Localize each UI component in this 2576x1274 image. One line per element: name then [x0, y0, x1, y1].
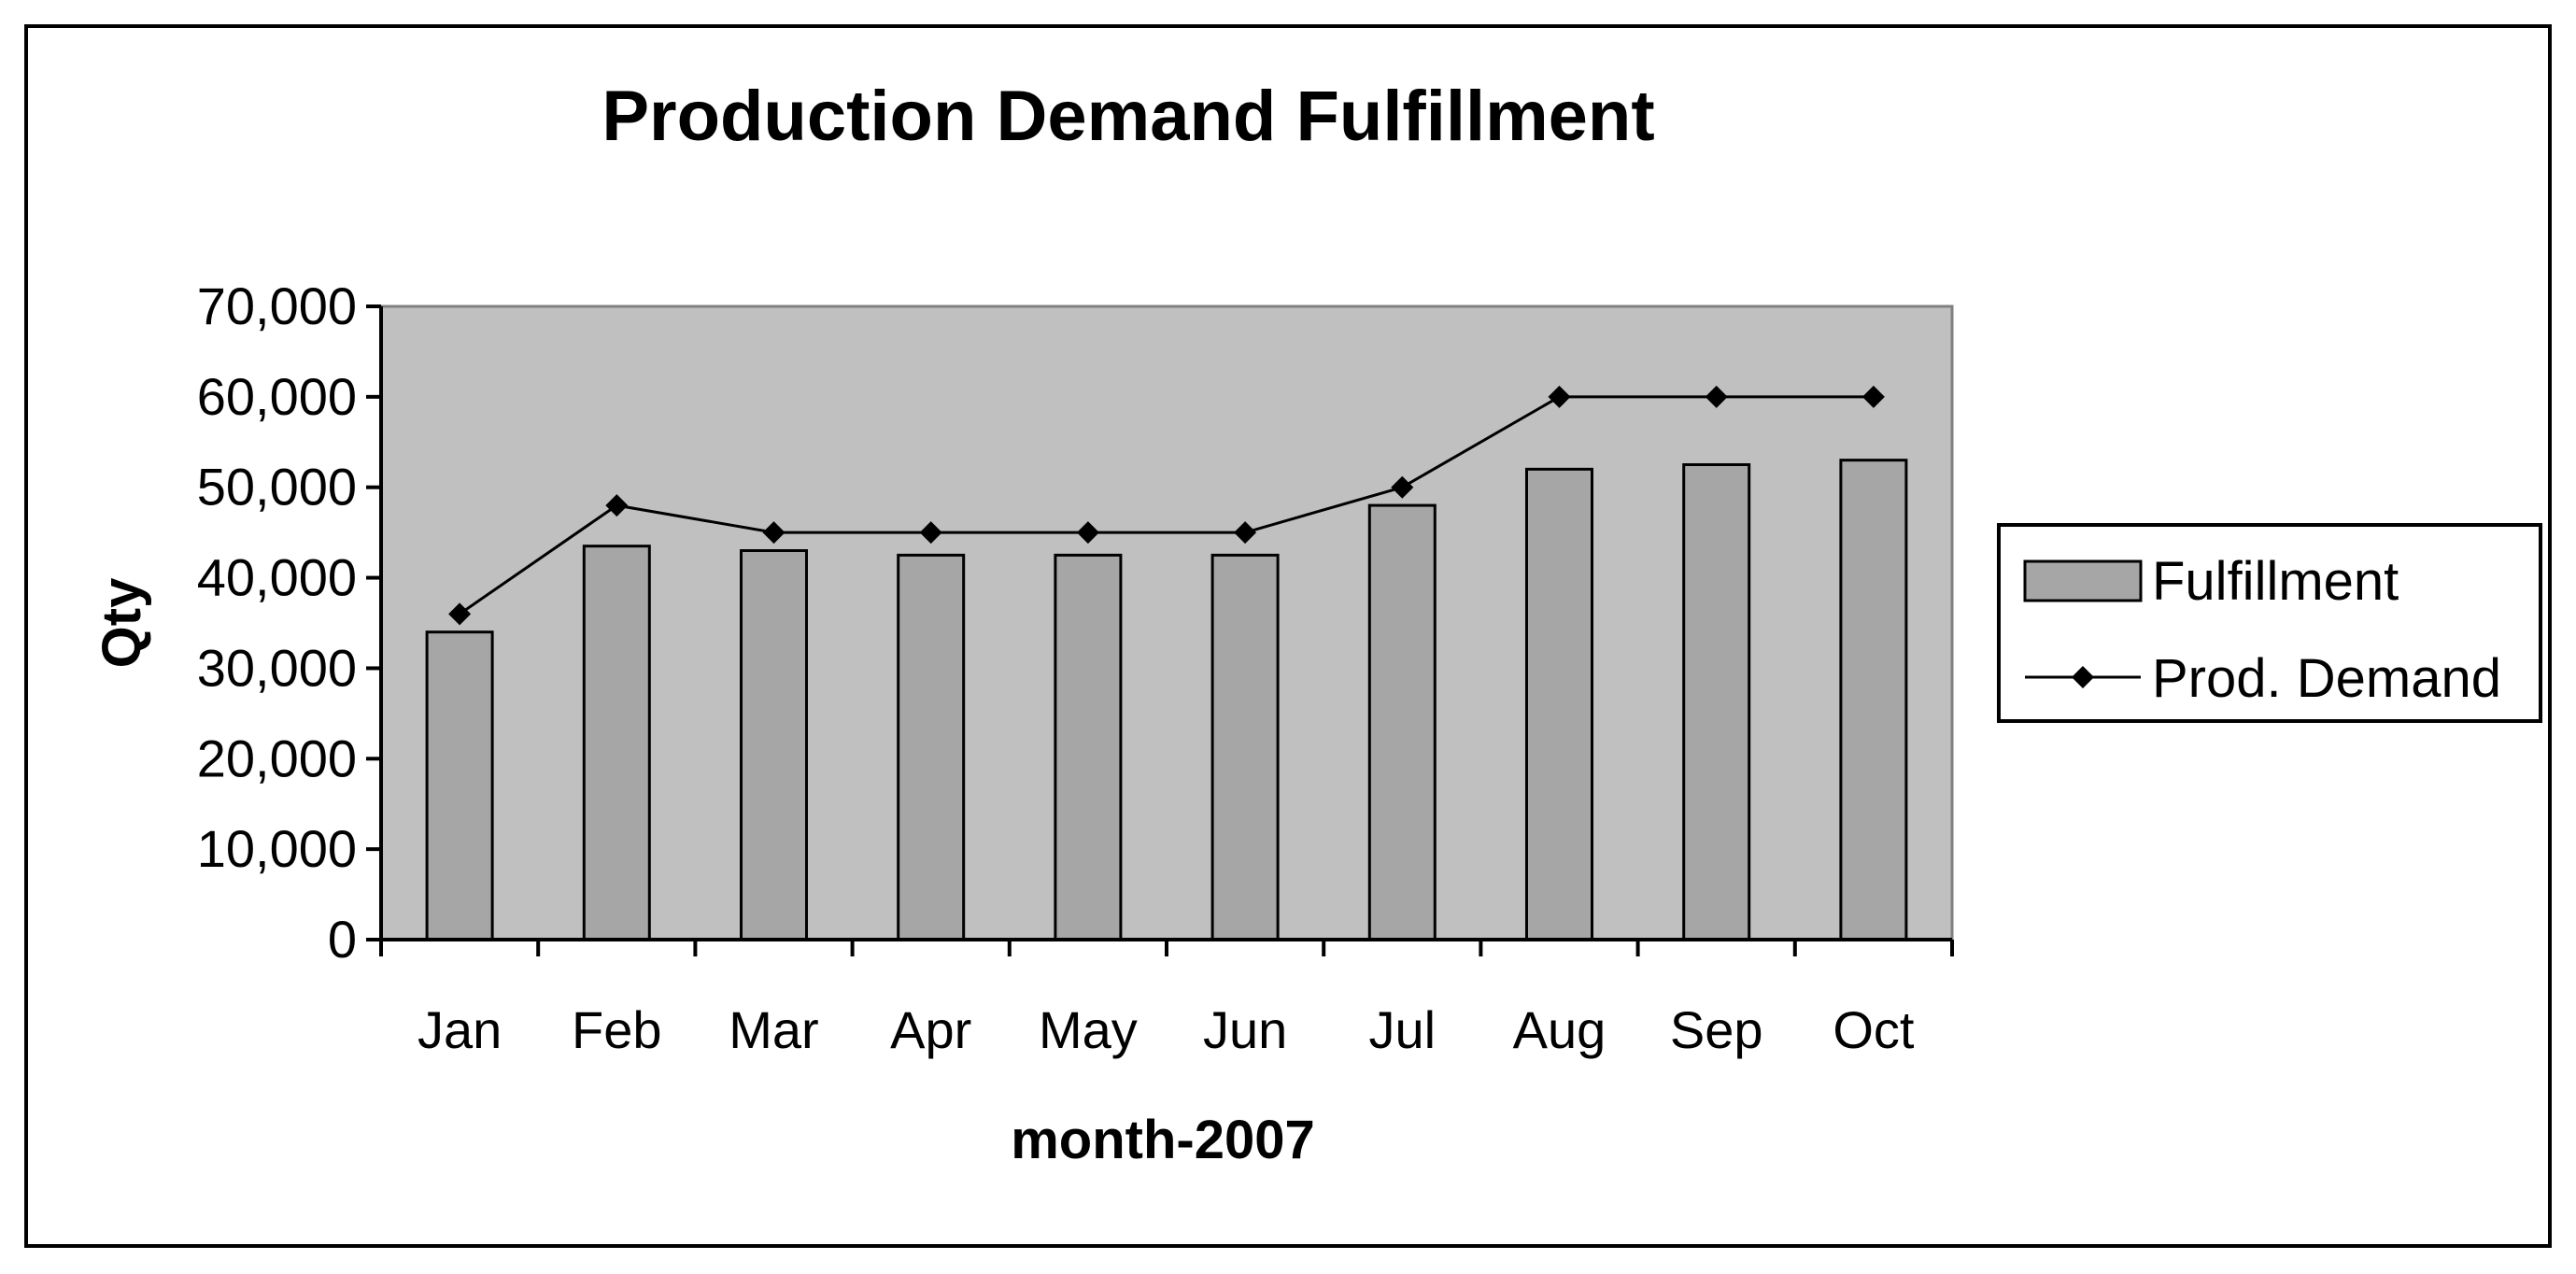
legend-swatch-fulfillment	[2023, 559, 2143, 602]
bar-oct	[1839, 459, 1908, 941]
x-tick-label-oct: Oct	[1833, 1000, 1915, 1059]
demand-marker-apr	[919, 521, 942, 545]
bar-jun	[1210, 553, 1280, 941]
demand-line	[459, 395, 1874, 616]
x-axis-title: month-2007	[1011, 1110, 1315, 1170]
x-tick-label-feb: Feb	[572, 1000, 662, 1059]
y-tick-label: 30,000	[197, 638, 357, 697]
x-tick-label-may: May	[1039, 1000, 1138, 1059]
legend-label-demand: Prod. Demand	[2152, 648, 2501, 709]
y-tick-label: 20,000	[197, 729, 357, 787]
x-tick-label-jul: Jul	[1369, 1000, 1437, 1059]
x-tick-label-sep: Sep	[1670, 1000, 1763, 1059]
bar-may	[1054, 553, 1123, 941]
demand-marker-jun	[1234, 521, 1257, 545]
y-tick-label: 70,000	[197, 276, 357, 335]
demand-marker-feb	[605, 494, 629, 517]
x-tick-label-jun: Jun	[1203, 1000, 1287, 1059]
demand-marker-mar	[762, 521, 786, 545]
demand-marker-may	[1076, 521, 1099, 545]
y-tick-label: 0	[328, 910, 357, 969]
x-tick-label-apr: Apr	[890, 1000, 971, 1059]
legend-marker-demand	[2072, 666, 2094, 688]
axes-group	[366, 304, 1954, 956]
chart-title: Production Demand Fulfillment	[602, 77, 1654, 156]
legend-label-fulfillment: Fulfillment	[2152, 551, 2399, 612]
demand-marker-sep	[1705, 385, 1728, 408]
x-tick-labels: Jan Feb Mar Apr May Jun Jul Aug Sep Oct	[418, 1000, 1915, 1059]
x-tick-label-aug: Aug	[1513, 1000, 1606, 1059]
bar-jul	[1367, 503, 1437, 941]
x-tick-label-mar: Mar	[729, 1000, 818, 1059]
y-tick-label: 60,000	[197, 367, 357, 426]
bar-sep	[1682, 463, 1751, 941]
demand-marker-jul	[1391, 475, 1414, 499]
y-axis-title: Qty	[92, 578, 152, 669]
y-tick-label: 40,000	[197, 548, 357, 607]
bar-jan	[425, 630, 494, 941]
y-tick-label: 50,000	[197, 458, 357, 517]
bar-apr	[897, 553, 966, 941]
y-tick-labels: 0 10,000 20,000 30,000 40,000 50,000 60,000 70,…	[197, 276, 357, 969]
demand-marker-jan	[448, 602, 472, 626]
demand-marker-aug	[1548, 385, 1571, 408]
legend-box	[1997, 523, 2542, 723]
bars-group	[425, 459, 1908, 941]
bar-aug	[1525, 467, 1593, 941]
bar-feb	[582, 545, 651, 941]
demand-marker-oct	[1861, 385, 1885, 408]
demand-line-group	[448, 385, 1885, 626]
y-tick-label: 10,000	[197, 819, 357, 878]
bar-mar	[740, 549, 808, 941]
legend: Fulfillment Prod. Demand	[1997, 523, 2542, 723]
x-tick-label-jan: Jan	[418, 1000, 502, 1059]
